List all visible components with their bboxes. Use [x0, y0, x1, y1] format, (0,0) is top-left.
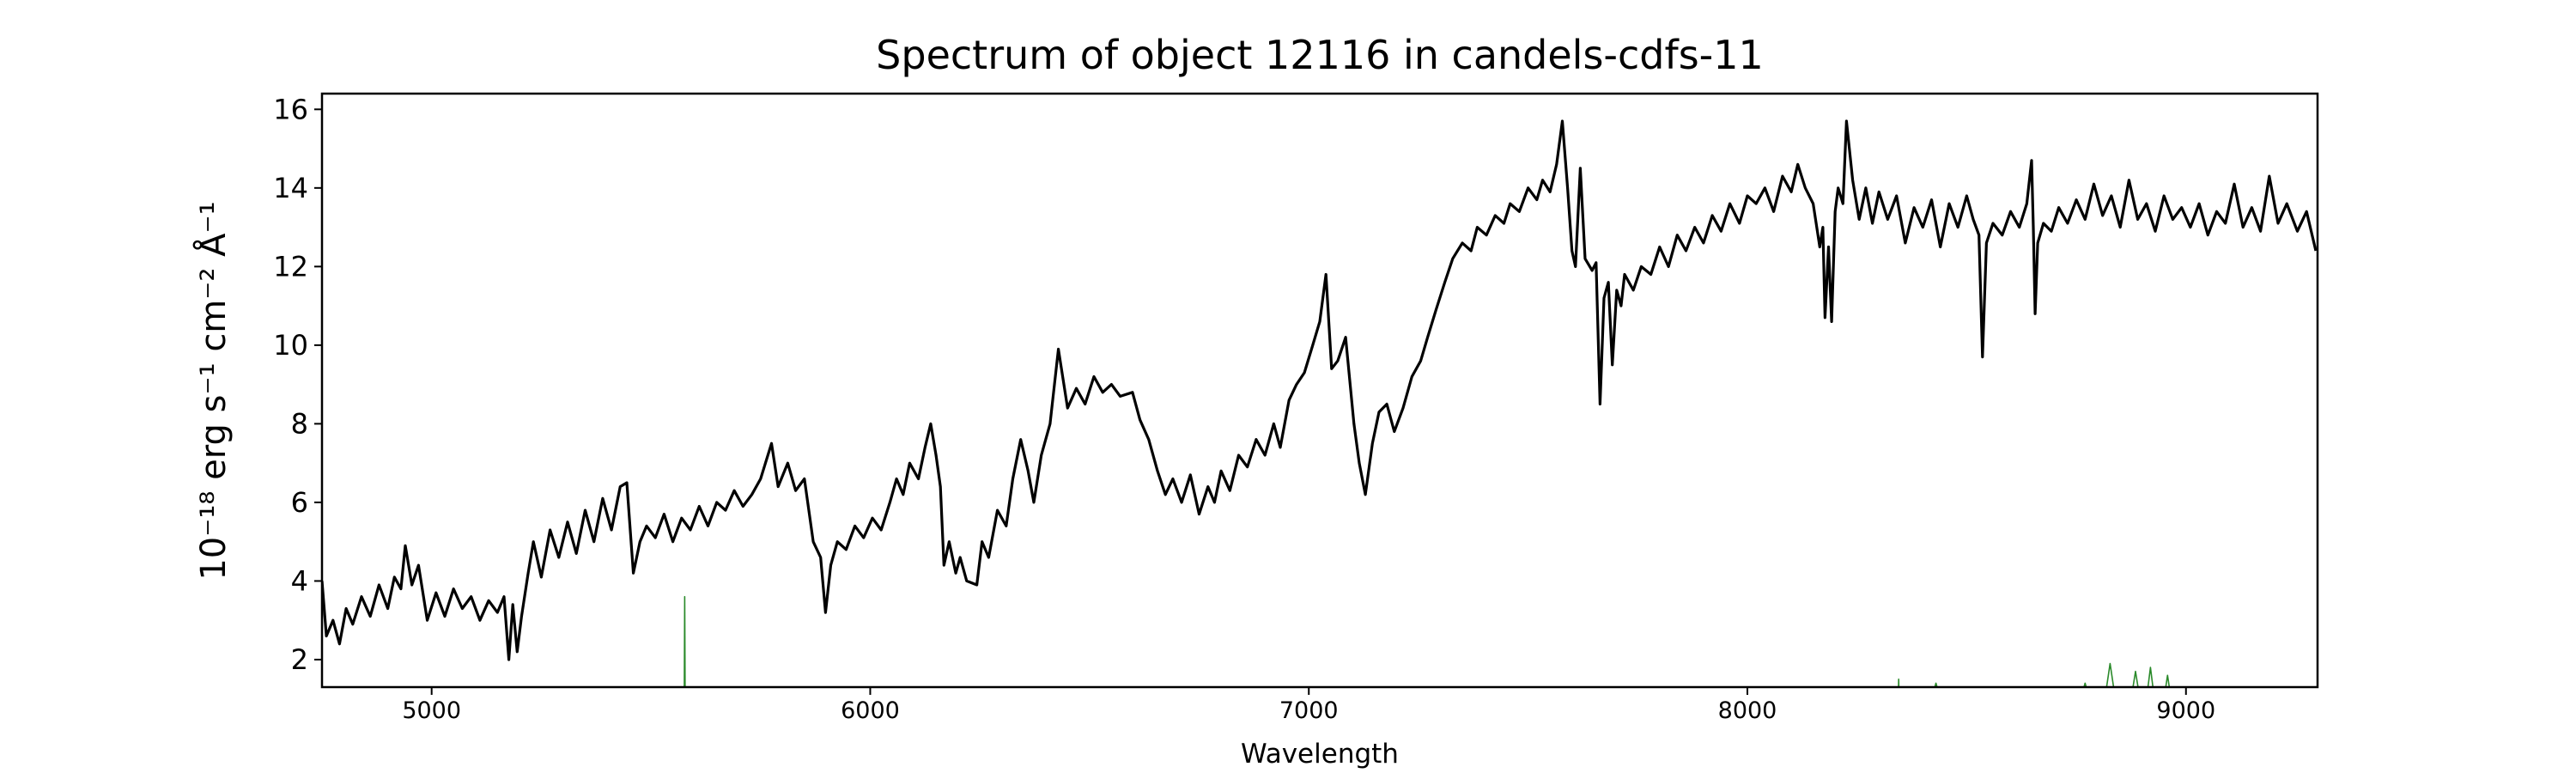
x-axis-label: Wavelength — [1241, 739, 1399, 770]
plot-frame — [320, 92, 2319, 689]
y-axis-label: 10⁻¹⁸ erg s⁻¹ cm⁻² Å⁻¹ — [192, 201, 234, 580]
y-tick-label: 4 — [291, 564, 308, 597]
x-tick-label: 6000 — [841, 697, 900, 724]
y-tick-label: 8 — [291, 407, 308, 440]
sky-line — [683, 595, 2171, 687]
y-tick-label: 12 — [273, 250, 308, 283]
y-tick-label: 10 — [273, 329, 308, 362]
x-tick-label: 5000 — [402, 697, 461, 724]
x-tick-label: 7000 — [1279, 697, 1339, 724]
plot-area — [322, 119, 2318, 687]
spectrum-line — [322, 119, 2318, 661]
y-tick-label: 6 — [291, 486, 308, 519]
x-tick-label: 8000 — [1718, 697, 1777, 724]
y-tick-label: 2 — [291, 643, 308, 676]
chart-title: Spectrum of object 12116 in candels-cdfs… — [876, 32, 1764, 78]
y-tick-label: 14 — [273, 172, 308, 204]
y-tick-label: 16 — [273, 93, 308, 125]
x-tick-label: 9000 — [2156, 697, 2215, 724]
